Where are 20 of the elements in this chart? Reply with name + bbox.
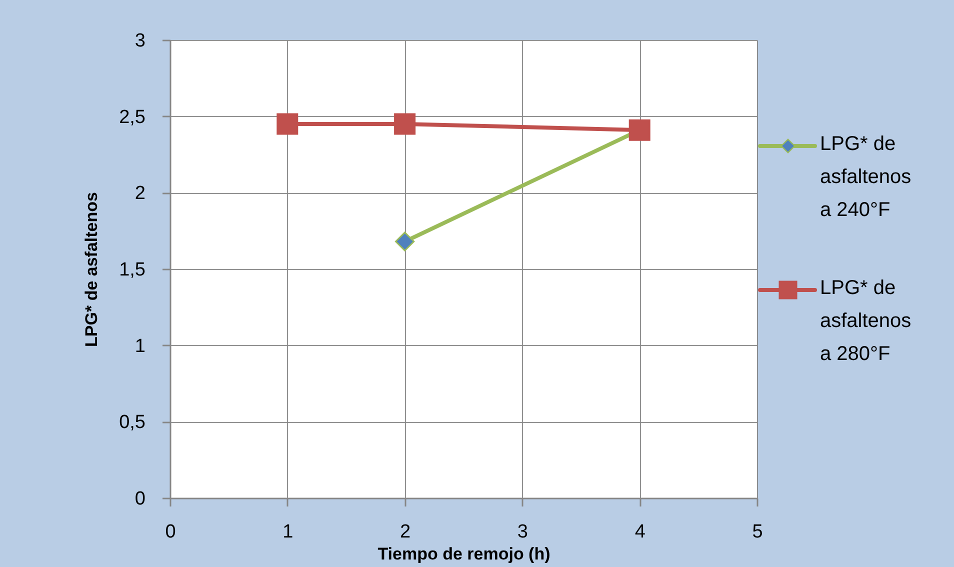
y-tick-label: 3: [134, 30, 146, 52]
y-tick-label: 0,5: [119, 412, 146, 434]
x-axis-title: Tiempo de remojo (h): [378, 544, 550, 564]
y-tick-label: 0: [134, 488, 146, 510]
x-tick-label: 3: [517, 522, 528, 542]
point: [394, 113, 416, 135]
point: [276, 113, 298, 135]
x-tick-label: 2: [400, 522, 411, 542]
legend-label: LPG* de asfaltenos a 240°F: [820, 133, 912, 221]
y-tick-label: 2: [134, 183, 146, 204]
y-axis-title: LPG* de asfaltenos: [82, 192, 102, 347]
x-tick-label: 1: [282, 522, 294, 542]
legend-label: LPG* de asfaltenos a 280°F: [820, 277, 912, 365]
x-tick-label: 5: [752, 522, 763, 542]
y-tick-label: 1: [134, 336, 146, 357]
y-tick-label: 2,5: [119, 106, 146, 128]
point: [394, 232, 415, 252]
y-tick-label: 1,5: [119, 260, 146, 280]
x-tick-label: 4: [634, 522, 646, 542]
x-tick-label: 0: [165, 522, 176, 542]
